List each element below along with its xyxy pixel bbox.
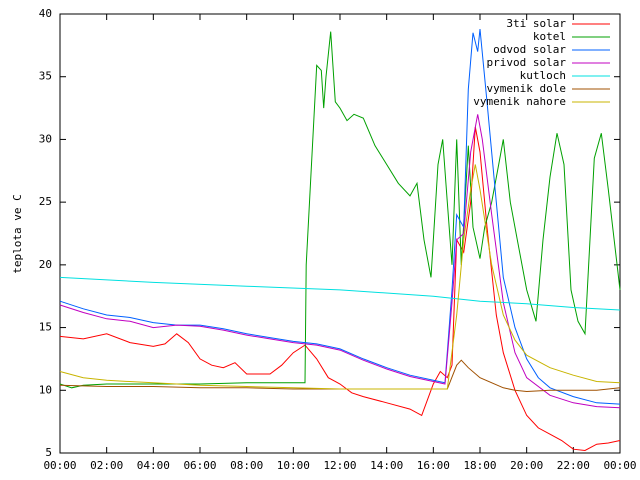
series-line — [59, 114, 621, 409]
legend-label: vymenik nahore — [473, 95, 566, 108]
legend-label: 3ti solar — [506, 17, 566, 30]
series-line — [59, 276, 621, 311]
y-tick-label: 25 — [39, 195, 52, 208]
x-tick-label: 00:00 — [43, 459, 76, 472]
legend-label: kutloch — [520, 69, 566, 82]
x-tick-label: 02:00 — [90, 459, 123, 472]
legend-label: privod solar — [487, 56, 567, 69]
y-tick-label: 20 — [39, 258, 52, 271]
x-tick-label: 04:00 — [137, 459, 170, 472]
x-tick-label: 10:00 — [277, 459, 310, 472]
x-tick-label: 22:00 — [557, 459, 590, 472]
x-tick-label: 18:00 — [463, 459, 496, 472]
y-tick-label: 15 — [39, 321, 52, 334]
x-tick-label: 20:00 — [510, 459, 543, 472]
legend-label: odvod solar — [493, 43, 566, 56]
y-tick-label: 40 — [39, 7, 52, 20]
series-line — [59, 126, 621, 452]
x-tick-label: 16:00 — [417, 459, 450, 472]
y-tick-label: 30 — [39, 132, 52, 145]
x-tick-label: 00:00 — [603, 459, 636, 472]
y-axis-label: teplota ve C — [11, 194, 24, 273]
y-tick-label: 5 — [45, 446, 52, 459]
y-tick-label: 35 — [39, 70, 52, 83]
series-line — [59, 164, 621, 390]
series-line — [59, 359, 621, 393]
x-tick-label: 14:00 — [370, 459, 403, 472]
legend-label: kotel — [533, 30, 566, 43]
x-tick-label: 08:00 — [230, 459, 263, 472]
y-tick-label: 10 — [39, 383, 52, 396]
x-tick-label: 06:00 — [183, 459, 216, 472]
legend-label: vymenik dole — [487, 82, 566, 95]
series-line — [59, 31, 621, 389]
x-tick-label: 12:00 — [323, 459, 356, 472]
